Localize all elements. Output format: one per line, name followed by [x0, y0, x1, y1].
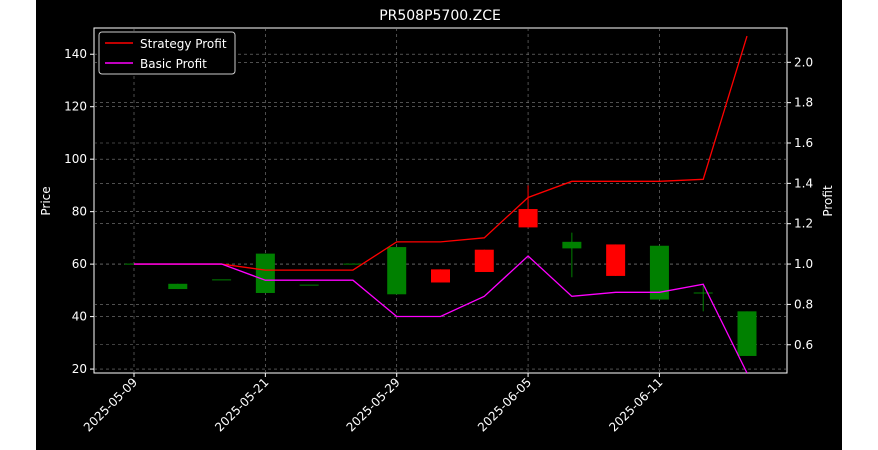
y-tick-label: 80	[72, 205, 87, 219]
y-tick-label: 40	[72, 310, 87, 324]
y-tick-label: 100	[64, 152, 87, 166]
candle-body	[387, 247, 407, 295]
candle-body	[431, 269, 450, 283]
basic-profit-line	[134, 255, 748, 374]
chart-title: PR508P5700.ZCE	[379, 8, 501, 24]
candle-body	[649, 245, 669, 300]
candle-body	[255, 253, 275, 293]
candle-body	[168, 283, 188, 290]
x-tick-label: 2025-05-09	[81, 375, 140, 434]
candle-body	[606, 244, 626, 276]
candle-body	[518, 209, 538, 228]
x-tick-label: 2025-05-21	[212, 375, 271, 434]
y-tick-label: 120	[64, 100, 87, 114]
strategy-profit-line	[134, 35, 748, 271]
y2-tick-label: 1.2	[794, 217, 813, 231]
plot-area	[93, 27, 788, 374]
legend-label-basic: Basic Profit	[140, 57, 207, 71]
candle-body	[562, 241, 582, 249]
y2-tick-label: 1.8	[794, 96, 813, 110]
y-tick-label: 140	[64, 47, 87, 61]
y2-tick-label: 0.6	[794, 338, 813, 352]
y2-tick-label: 1.4	[794, 176, 813, 190]
candle-body	[474, 249, 494, 272]
y-tick-label: 60	[72, 257, 87, 271]
candlestick-chart: 20 40 60 80 100 120 140 0.6 0.8 1.0 1.2 1.4 1.6 1.8 2.…	[39, 8, 835, 434]
x-tick-label: 2025-05-29	[344, 375, 403, 434]
x-tick-label: 2025-06-05	[475, 375, 534, 434]
chart-figure: 20 40 60 80 100 120 140 0.6 0.8 1.0 1.2 1.4 1.6 1.8 2.…	[36, 0, 842, 450]
y2-tick-label: 1.0	[794, 257, 813, 271]
candle-body	[737, 311, 757, 356]
legend-label-strategy: Strategy Profit	[140, 37, 227, 51]
y-tick-label: 20	[72, 362, 87, 376]
y2-tick-label: 0.8	[794, 297, 813, 311]
y2-axis-label: Profit	[821, 185, 835, 217]
profit-lines	[134, 35, 748, 374]
y2-tick-label: 1.6	[794, 136, 813, 150]
candles	[124, 185, 757, 356]
y2-tick-label: 2.0	[794, 55, 813, 69]
x-tick-label: 2025-06-11	[606, 375, 665, 434]
legend: Strategy Profit Basic Profit	[98, 31, 236, 75]
y-axis-label: Price	[39, 186, 53, 215]
